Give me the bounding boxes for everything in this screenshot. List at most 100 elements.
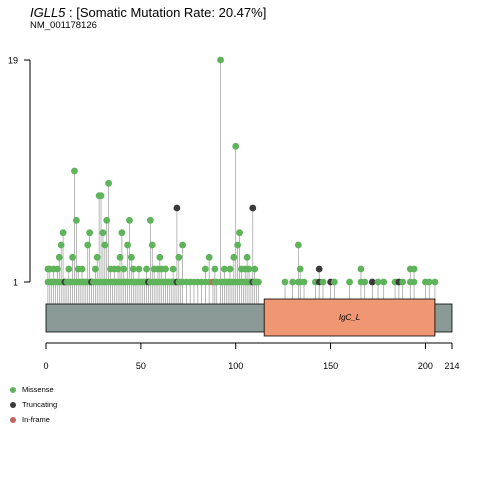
mutation-dot <box>86 229 94 237</box>
mutation-dot <box>300 278 308 286</box>
mutation-dot <box>146 216 154 224</box>
legend-label: In-frame <box>22 415 50 424</box>
mutation-dot <box>84 241 92 249</box>
mutation-dot <box>103 216 111 224</box>
mutation-dot <box>226 265 234 273</box>
mutation-dot-base <box>410 278 418 286</box>
mutation-dot <box>255 278 262 286</box>
mutation-dot <box>236 229 243 237</box>
mutation-dot <box>380 278 388 286</box>
legend-swatch <box>10 386 16 393</box>
mutation-dot <box>425 278 433 286</box>
transcript-id: NM_001178126 <box>30 20 97 31</box>
x-tick-label: 50 <box>136 361 146 371</box>
mutation-dot <box>162 265 169 273</box>
mutation-dot <box>120 265 128 273</box>
legend-swatch <box>10 401 16 408</box>
protein-track: IgC_L <box>45 298 453 337</box>
mutation-dot <box>101 241 109 249</box>
mutation-dot <box>296 265 304 273</box>
mutation-dot <box>127 253 135 261</box>
mutation-dot <box>294 241 302 249</box>
legend-item: In-frame <box>10 412 57 427</box>
mutation-dot <box>65 265 73 273</box>
x-tick-label: 150 <box>323 361 338 371</box>
chart-title: IGLL5 : [Somatic Mutation Rate: 20.47%] <box>30 5 266 20</box>
y-tick-label: 19 <box>8 56 18 66</box>
mutation-dot <box>148 241 156 249</box>
mutation-dot <box>156 253 164 261</box>
mutation-dot <box>201 265 209 273</box>
x-axis: 0 50 100 150 200 214 <box>43 342 460 371</box>
legend-label: Missense <box>22 385 54 394</box>
mutation-dot <box>315 265 323 273</box>
mutation-dot <box>361 278 369 286</box>
legend-item: Missense <box>10 382 57 397</box>
mutation-dot <box>374 278 382 286</box>
mutation-dot <box>289 278 297 286</box>
mutation-dots <box>44 56 439 286</box>
mutation-dot <box>72 216 80 224</box>
mutation-dot <box>71 167 78 175</box>
mutation-dot <box>281 278 289 286</box>
y-tick-label: 1 <box>13 278 18 288</box>
mutation-dot <box>179 241 186 249</box>
mutation-dot <box>431 278 439 286</box>
mutation-dot <box>55 253 63 261</box>
mutation-dot <box>129 265 137 273</box>
mutation-dot <box>220 265 228 273</box>
mutation-dot <box>169 265 177 273</box>
mutation-dot <box>234 241 242 249</box>
legend-swatch <box>10 416 16 423</box>
mutation-dot <box>124 241 131 249</box>
mutation-dot <box>126 216 133 224</box>
mutation-rate: [Somatic Mutation Rate: 20.47%] <box>76 5 267 20</box>
mutation-dot <box>173 204 181 212</box>
x-tick-label: 0 <box>43 361 48 371</box>
mutation-dot <box>211 265 219 273</box>
legend: Missense Truncating In-frame <box>10 382 57 427</box>
mutation-dot <box>368 278 376 286</box>
mutation-dot <box>57 241 65 249</box>
y-axis: 19 1 <box>8 56 31 288</box>
mutation-dot <box>249 204 257 212</box>
mutation-dot <box>53 265 61 273</box>
mutation-dot <box>91 265 99 273</box>
mutation-dot <box>205 253 213 261</box>
mutation-dot <box>319 278 327 286</box>
mutation-dot <box>135 265 143 273</box>
mutation-dot <box>217 56 224 64</box>
x-tick-label: 214 <box>444 361 459 371</box>
mutation-dot <box>143 265 150 273</box>
mutation-dot <box>232 142 240 150</box>
mutation-dot <box>243 253 251 261</box>
mutation-dot <box>59 229 67 237</box>
mutation-dot <box>118 229 126 237</box>
mutation-dot <box>114 265 122 273</box>
mutation-dot <box>330 278 338 286</box>
title-separator: : <box>65 5 77 20</box>
mutation-dot <box>97 192 105 200</box>
mutation-dot <box>399 278 407 286</box>
x-tick-label: 100 <box>228 361 243 371</box>
mutation-dot <box>357 265 365 273</box>
mutation-dot <box>105 179 113 187</box>
mutation-dot <box>410 265 418 273</box>
mutation-dot <box>175 253 183 261</box>
gene-name: IGLL5 <box>30 5 66 20</box>
x-tick-label: 200 <box>418 361 433 371</box>
mutation-dot <box>245 265 253 273</box>
mutation-dot <box>116 253 124 261</box>
mutation-dot <box>251 265 259 273</box>
mutation-dot <box>93 253 101 261</box>
domain-label: IgC_L <box>339 313 360 322</box>
legend-label: Truncating <box>22 400 58 409</box>
mutation-dot <box>346 278 353 286</box>
mutation-dot <box>99 229 107 237</box>
mutation-dot <box>230 253 238 261</box>
mutation-dot <box>78 265 86 273</box>
legend-item: Truncating <box>10 397 57 412</box>
mutation-dot <box>69 253 76 261</box>
domain-box <box>263 298 436 337</box>
